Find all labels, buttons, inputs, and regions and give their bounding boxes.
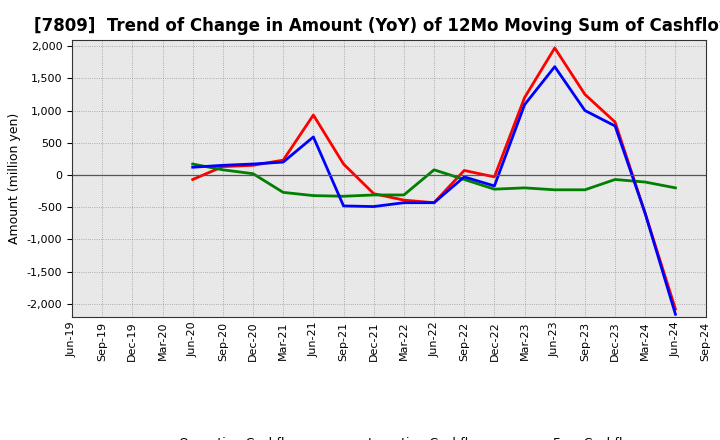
Free Cashflow [641,211,649,216]
Line: Operating Cashflow: Operating Cashflow [193,48,675,309]
Free Cashflow [400,200,408,205]
Operating Cashflow [219,164,228,169]
Operating Cashflow [580,92,589,97]
Free Cashflow [189,165,197,170]
Title: [7809]  Trend of Change in Amount (YoY) of 12Mo Moving Sum of Cashflows: [7809] Trend of Change in Amount (YoY) o… [34,17,720,35]
Free Cashflow [580,108,589,113]
Free Cashflow [490,183,499,189]
Operating Cashflow [400,198,408,203]
Free Cashflow [219,163,228,168]
Line: Investing Cashflow: Investing Cashflow [193,164,675,196]
Investing Cashflow [219,167,228,172]
Free Cashflow [248,161,257,167]
Investing Cashflow [248,171,257,176]
Investing Cashflow [521,185,529,191]
Investing Cashflow [460,177,469,182]
Operating Cashflow [369,191,378,196]
Operating Cashflow [671,306,680,312]
Operating Cashflow [309,112,318,117]
Operating Cashflow [641,211,649,216]
Operating Cashflow [490,174,499,180]
Free Cashflow [460,174,469,180]
Operating Cashflow [550,45,559,51]
Free Cashflow [521,102,529,107]
Y-axis label: Amount (million yen): Amount (million yen) [8,113,21,244]
Investing Cashflow [671,185,680,191]
Investing Cashflow [611,177,619,182]
Free Cashflow [369,204,378,209]
Free Cashflow [611,123,619,128]
Investing Cashflow [189,161,197,167]
Free Cashflow [550,64,559,70]
Legend: Operating Cashflow, Investing Cashflow, Free Cashflow: Operating Cashflow, Investing Cashflow, … [132,432,645,440]
Investing Cashflow [430,167,438,172]
Operating Cashflow [430,200,438,205]
Operating Cashflow [279,158,287,163]
Investing Cashflow [369,192,378,198]
Operating Cashflow [248,163,257,168]
Investing Cashflow [490,187,499,192]
Investing Cashflow [580,187,589,192]
Free Cashflow [339,203,348,209]
Investing Cashflow [339,194,348,199]
Investing Cashflow [400,192,408,198]
Investing Cashflow [550,187,559,192]
Free Cashflow [309,134,318,139]
Investing Cashflow [279,190,287,195]
Free Cashflow [671,312,680,317]
Investing Cashflow [641,180,649,185]
Operating Cashflow [611,120,619,125]
Free Cashflow [430,200,438,205]
Investing Cashflow [309,193,318,198]
Free Cashflow [279,159,287,165]
Line: Free Cashflow: Free Cashflow [193,67,675,314]
Operating Cashflow [521,95,529,100]
Operating Cashflow [339,161,348,167]
Operating Cashflow [189,177,197,182]
Operating Cashflow [460,168,469,173]
